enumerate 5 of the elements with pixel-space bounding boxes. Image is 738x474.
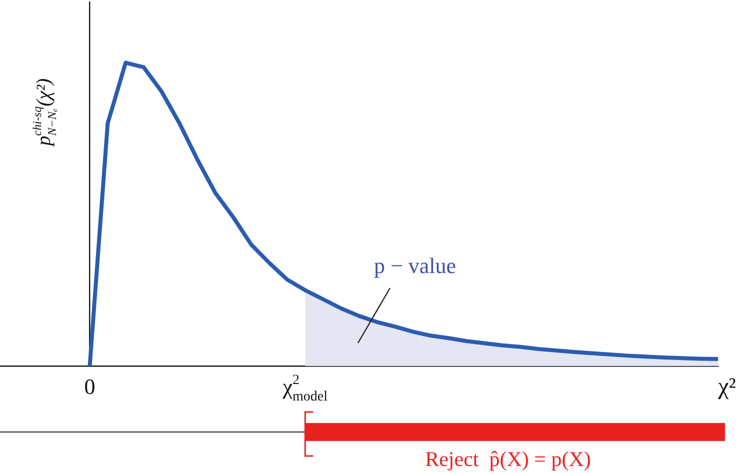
x-axis-title: χ² xyxy=(717,374,736,400)
y-axis-title: pchi-sqN−Nₑ(χ²) xyxy=(30,78,59,148)
annotation: p − value xyxy=(374,253,456,278)
text: Reject p̂(X) = p(X) xyxy=(425,447,591,471)
x-tick-label: 0 xyxy=(84,374,96,399)
